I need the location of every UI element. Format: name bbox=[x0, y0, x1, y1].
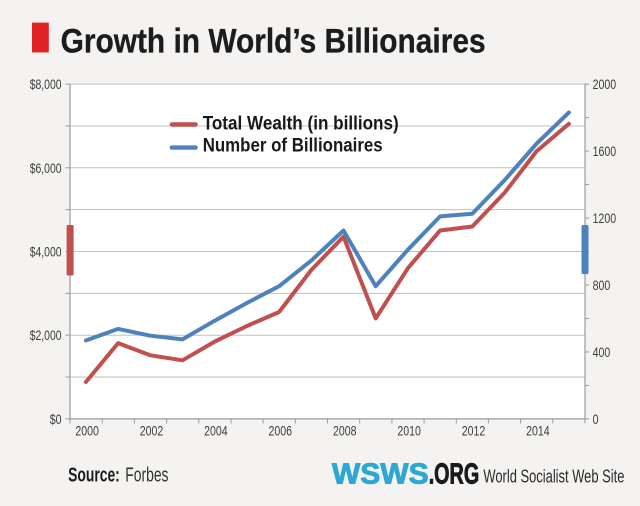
svg-text:$8,000: $8,000 bbox=[30, 77, 62, 93]
svg-text:Growth in World’s Billionaires: Growth in World’s Billionaires bbox=[61, 23, 486, 61]
svg-text:$4,000: $4,000 bbox=[30, 245, 62, 261]
svg-text:2000: 2000 bbox=[75, 423, 99, 439]
svg-text:2002: 2002 bbox=[140, 423, 164, 439]
svg-text:2006: 2006 bbox=[269, 423, 293, 439]
svg-text:2004: 2004 bbox=[204, 423, 228, 439]
svg-text:.ORG: .ORG bbox=[429, 458, 480, 490]
svg-text:$2,000: $2,000 bbox=[30, 328, 62, 344]
svg-text:Total Wealth (in billions): Total Wealth (in billions) bbox=[203, 113, 399, 134]
svg-text:Forbes: Forbes bbox=[125, 465, 168, 487]
svg-text:$6,000: $6,000 bbox=[30, 161, 62, 177]
svg-text:World Socialist Web Site: World Socialist Web Site bbox=[483, 466, 624, 486]
svg-text:0: 0 bbox=[593, 412, 599, 428]
svg-text:2012: 2012 bbox=[462, 423, 486, 439]
svg-text:1600: 1600 bbox=[593, 144, 617, 160]
svg-text:400: 400 bbox=[593, 345, 611, 361]
svg-text:2000: 2000 bbox=[593, 77, 617, 93]
svg-text:WSWS: WSWS bbox=[332, 458, 429, 490]
svg-text:2014: 2014 bbox=[526, 423, 550, 439]
svg-text:Number of Billionaires: Number of Billionaires bbox=[203, 136, 383, 157]
svg-text:$0: $0 bbox=[50, 412, 62, 428]
svg-text:2008: 2008 bbox=[333, 423, 357, 439]
svg-text:1200: 1200 bbox=[593, 211, 617, 227]
svg-text:800: 800 bbox=[593, 278, 611, 294]
svg-text:2010: 2010 bbox=[397, 423, 421, 439]
svg-text:Source:: Source: bbox=[68, 465, 120, 487]
